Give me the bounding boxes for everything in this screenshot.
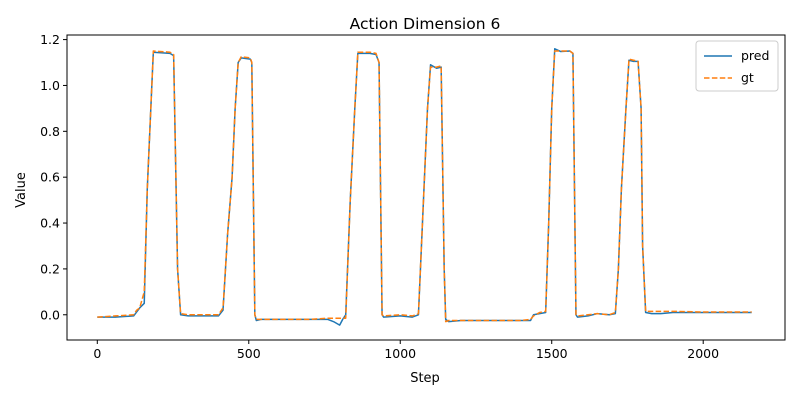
x-axis-label: Step (410, 371, 440, 386)
series-line-gt (97, 50, 752, 323)
plot-area: 0 500 1000 1500 2000 0.0 0.2 0.4 0.6 0.8 1.0 1.2 (40, 32, 786, 361)
y-axis: 0.0 0.2 0.4 0.6 0.8 1.0 1.2 (40, 32, 67, 322)
y-tick-label: 0.0 (40, 307, 60, 322)
plot-frame (66, 34, 786, 341)
y-tick-label: 0.4 (40, 216, 60, 231)
y-tick-label: 0.8 (40, 124, 60, 139)
legend: pred gt (695, 40, 779, 92)
x-tick-label: 1500 (536, 346, 568, 361)
x-tick-label: 2000 (687, 346, 719, 361)
legend-label-pred: pred (741, 48, 769, 63)
x-tick-label: 1000 (384, 346, 416, 361)
y-tick-label: 0.2 (40, 261, 60, 276)
y-tick-label: 0.6 (40, 170, 60, 185)
y-tick-label: 1.0 (40, 78, 60, 93)
legend-label-gt: gt (741, 70, 754, 85)
x-axis: 0 500 1000 1500 2000 (93, 340, 719, 361)
chart-title: Action Dimension 6 (350, 15, 501, 33)
y-tick-label: 1.2 (40, 32, 60, 47)
series-layer (97, 48, 752, 326)
x-tick-label: 0 (93, 346, 101, 361)
x-tick-label: 500 (237, 346, 261, 361)
y-axis-label: Value (14, 172, 29, 208)
